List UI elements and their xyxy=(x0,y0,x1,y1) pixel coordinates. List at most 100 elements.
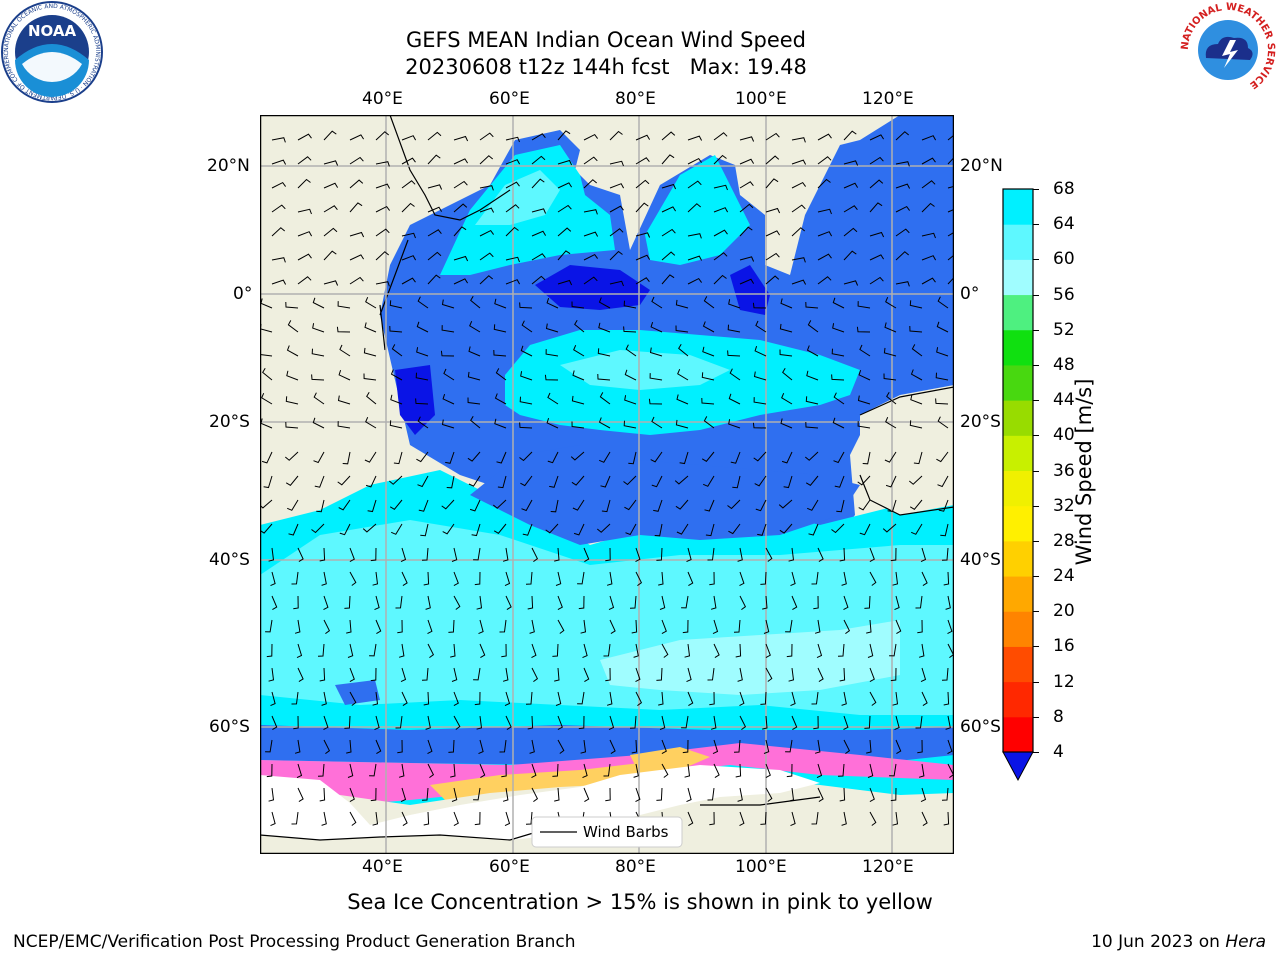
lon-tick-top-120: 120°E xyxy=(862,89,914,109)
wind-barb xyxy=(423,691,430,706)
wind-barb xyxy=(687,180,702,189)
wind-barb xyxy=(817,156,832,165)
wind-barb xyxy=(390,369,403,381)
wind-barb xyxy=(765,275,780,285)
wind-barb xyxy=(779,523,793,534)
wind-barb xyxy=(817,276,832,285)
wind-barb xyxy=(531,763,537,779)
wind-barb xyxy=(687,571,694,587)
wind-barb xyxy=(609,130,623,141)
wind-barb xyxy=(885,297,897,309)
wind-barb xyxy=(633,763,639,778)
wind-barb xyxy=(895,281,910,287)
wind-barb xyxy=(869,202,883,213)
wind-barb xyxy=(678,343,689,357)
lon-tick-bottom-120: 120°E xyxy=(862,857,914,877)
wind-barb xyxy=(323,619,331,635)
wind-barb xyxy=(505,279,521,285)
wind-barb xyxy=(765,207,781,214)
wind-barb xyxy=(765,667,773,682)
wind-barb xyxy=(788,667,795,682)
wind-barb xyxy=(661,183,677,190)
colorbar-band xyxy=(1003,505,1033,542)
wind-barb xyxy=(337,301,351,309)
wind-barb xyxy=(261,393,273,405)
wind-barb xyxy=(375,161,390,167)
wind-barb xyxy=(504,691,511,707)
wind-barb xyxy=(469,499,481,512)
wind-barb xyxy=(502,547,509,562)
wind-barb xyxy=(883,347,897,357)
wind-barb xyxy=(401,255,417,261)
colorbar-band xyxy=(1003,576,1033,612)
wind-barb xyxy=(703,416,715,429)
kerguelen-calm xyxy=(335,680,380,705)
wind-barb xyxy=(427,184,443,190)
wind-barb xyxy=(739,691,745,707)
wind-barb xyxy=(869,134,885,141)
wind-barb xyxy=(580,739,587,754)
lon-tick-top-80: 80°E xyxy=(615,89,656,109)
wind-barb xyxy=(713,154,727,165)
wind-barb xyxy=(635,157,650,165)
wind-barb xyxy=(859,523,871,536)
wind-barb xyxy=(817,231,833,237)
wind-barb xyxy=(598,417,611,429)
wind-barb xyxy=(268,667,275,682)
wind-barb xyxy=(737,667,743,682)
wind-barb xyxy=(598,322,611,333)
wind-barb xyxy=(296,763,303,779)
wind-barb xyxy=(687,233,702,239)
wind-barb xyxy=(297,276,312,285)
wind-barb xyxy=(291,691,299,705)
wind-barb xyxy=(369,763,377,777)
wind-barb xyxy=(754,475,767,487)
wind-barb xyxy=(398,643,405,658)
colorbar-tick-label: 24 xyxy=(1053,566,1075,587)
wind-barbs-field xyxy=(260,130,954,827)
wind-barb xyxy=(937,296,949,309)
wind-barb xyxy=(805,475,819,486)
wind-barb xyxy=(265,619,273,633)
bay-of-bengal-light xyxy=(645,155,750,265)
wind-barb xyxy=(596,523,611,533)
wind-barb xyxy=(739,136,755,142)
wind-barb xyxy=(735,643,742,658)
wind-barb xyxy=(817,787,824,803)
wind-barb xyxy=(609,250,623,261)
wind-barb xyxy=(557,715,563,731)
wind-barb xyxy=(321,811,327,826)
wind-barb xyxy=(869,787,875,803)
wind-barb xyxy=(635,202,649,213)
wind-barb xyxy=(778,499,793,509)
wind-barb xyxy=(681,595,689,609)
wind-barb xyxy=(760,571,767,585)
wind-barb xyxy=(316,499,325,513)
wind-barb xyxy=(909,499,923,510)
wind-barb xyxy=(582,643,588,659)
wind-barb xyxy=(599,451,611,463)
wind-barb xyxy=(370,547,377,562)
wind-barb xyxy=(886,391,897,405)
wind-barb xyxy=(323,280,339,286)
coastlines xyxy=(260,115,954,841)
wind-barb xyxy=(313,392,325,405)
wind-barb xyxy=(469,321,481,333)
wind-barb xyxy=(400,787,407,803)
wind-barb xyxy=(707,667,715,681)
wind-barb xyxy=(529,619,535,634)
wind-barb xyxy=(421,667,429,681)
wind-barb xyxy=(453,278,469,285)
wind-barb xyxy=(857,301,871,309)
wind-barb xyxy=(597,373,611,381)
wind-barb xyxy=(713,252,728,261)
wind-barb xyxy=(735,763,742,778)
wind-barb xyxy=(623,300,637,309)
wind-barb xyxy=(370,787,377,802)
wind-barb xyxy=(427,739,433,755)
wind-barb xyxy=(707,547,715,561)
wind-barb xyxy=(753,451,767,462)
wind-barb xyxy=(805,396,819,405)
map-subtitle: 20230608 t12z 144h fcst Max: 19.48 xyxy=(405,55,807,79)
wind-barb xyxy=(687,157,703,165)
